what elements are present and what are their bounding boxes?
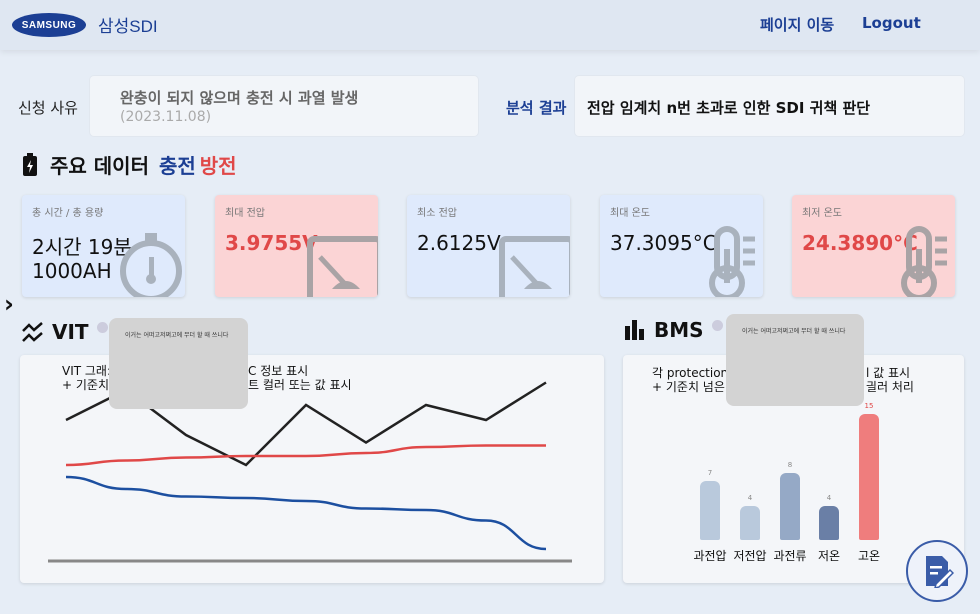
vit-line-chart — [48, 381, 572, 563]
bms-bar-value: 15 — [864, 402, 874, 410]
bms-bar-value: 7 — [707, 469, 713, 478]
bms-bar-value: 4 — [747, 494, 753, 503]
nav-page-move-link[interactable]: 페이지 이동 — [760, 16, 835, 34]
analysis-result-box: 전압 임계치 n번 초과로 인한 SDI 귀책 판단 — [575, 76, 964, 136]
bms-bar[interactable] — [859, 414, 879, 540]
vit-info-icon[interactable] — [96, 321, 108, 333]
top-header: SAMSUNG 삼성SDI 페이지 이동 Logout — [0, 0, 980, 50]
logout-link[interactable]: Logout — [862, 14, 921, 32]
bms-title: BMS — [654, 318, 704, 342]
card-value: 24.3890°C — [802, 231, 918, 255]
main-data-header: 주요 데이터 충전 방전 — [20, 150, 237, 179]
bms-bar-label: 저온 — [817, 549, 841, 563]
analysis-result-text: 전압 임계치 n번 초과로 인한 SDI 귀책 판단 — [587, 99, 871, 117]
request-reason-text: 완충이 되지 않으며 충전 시 과열 발생 — [120, 89, 359, 107]
bms-bar[interactable] — [700, 481, 720, 540]
vit-series-line-2 — [65, 475, 547, 551]
bms-bar-label: 저전압 — [733, 549, 767, 563]
card-value: 2.6125V — [417, 231, 501, 255]
battery-icon — [23, 152, 37, 176]
card-value: 2시간 19분 — [32, 235, 132, 259]
vit-desc-1b: C 정보 표시 — [248, 364, 309, 378]
card-key: 최대 온도 — [610, 208, 650, 219]
bms-tooltip: 이거는 어떠고저쩌고에 무더 할 때 쓰니다 — [726, 314, 864, 406]
bms-desc-1b: l 값 표시 — [866, 366, 911, 380]
request-reason-label: 신청 사유 — [18, 99, 78, 117]
card-min-voltage: 최소 전압 2.6125V — [407, 195, 570, 297]
vit-panel: VIT 그래: C 정보 표시 + 기준치 트 컬러 또는 값 표시 — [20, 355, 604, 583]
samsung-logo[interactable]: SAMSUNG — [12, 13, 86, 37]
card-max-voltage: 최대 전압 3.9755V — [215, 195, 378, 297]
bms-bar-label: 과전압 — [693, 549, 727, 563]
card-value-2: 1000AH — [32, 259, 112, 283]
vit-series-line-1 — [65, 444, 546, 467]
bms-desc-2a: + 기준치 넘은 — [652, 380, 725, 394]
bms-bar-value: 4 — [826, 494, 832, 503]
bms-bar-label: 과전류 — [773, 549, 807, 563]
main-data-title: 주요 데이터 — [50, 154, 149, 178]
bms-desc-1a: 각 protection — [652, 366, 729, 380]
card-key: 총 시간 / 총 용량 — [32, 208, 104, 219]
samsung-sdi-logo-text[interactable]: 삼성SDI — [98, 17, 158, 36]
thermometer-icon — [901, 226, 947, 297]
bms-header: BMS — [624, 318, 723, 342]
card-key: 최소 전압 — [417, 208, 457, 219]
sidebar-expand-chevron-icon[interactable]: › — [4, 290, 14, 318]
bms-bar[interactable] — [780, 472, 800, 540]
vit-header: VIT — [22, 320, 108, 344]
card-key: 최저 온도 — [802, 208, 842, 219]
card-value: 37.3095°C — [610, 231, 717, 255]
bms-bar-value: 8 — [787, 460, 793, 469]
vit-desc-1a: VIT 그래: — [62, 364, 112, 378]
stopwatch-icon — [120, 233, 182, 297]
request-reason-box: 완충이 되지 않으며 충전 시 과열 발생 (2023.11.08) — [90, 76, 478, 136]
bms-bar[interactable] — [740, 506, 760, 540]
card-value: 3.9755V — [225, 231, 318, 255]
card-min-temp: 최저 온도 24.3890°C — [792, 195, 955, 297]
vit-title: VIT — [52, 320, 89, 344]
request-date: (2023.11.08) — [120, 109, 212, 125]
thermometer-icon — [709, 226, 755, 297]
vit-tooltip: 이거는 어떠고저쩌고에 무더 할 때 쓰니다 — [109, 318, 248, 409]
card-total-time-capacity: 총 시간 / 총 용량 2시간 19분 1000AH — [22, 195, 185, 297]
write-report-button[interactable] — [906, 540, 968, 602]
charge-toggle[interactable]: 충전 — [158, 154, 196, 178]
card-key: 최대 전압 — [225, 208, 265, 219]
edit-document-icon — [926, 556, 954, 588]
voltmeter-icon — [499, 236, 570, 297]
discharge-toggle[interactable]: 방전 — [199, 154, 237, 178]
vit-desc-2b: 트 컬러 또는 값 표시 — [248, 378, 352, 392]
bms-desc-2b: 긜러 처리 — [866, 380, 914, 394]
bms-info-icon[interactable] — [711, 319, 723, 331]
trend-chart-icon — [22, 322, 43, 342]
voltmeter-icon — [307, 236, 378, 297]
card-max-temp: 최대 온도 37.3095°C — [600, 195, 763, 297]
analysis-result-label: 분석 결과 — [506, 99, 567, 117]
bms-bar-label: 고온 — [857, 549, 881, 563]
bar-chart-icon — [625, 320, 644, 340]
bms-bar[interactable] — [819, 506, 839, 540]
vit-desc-2a: + 기준치 — [62, 378, 109, 392]
